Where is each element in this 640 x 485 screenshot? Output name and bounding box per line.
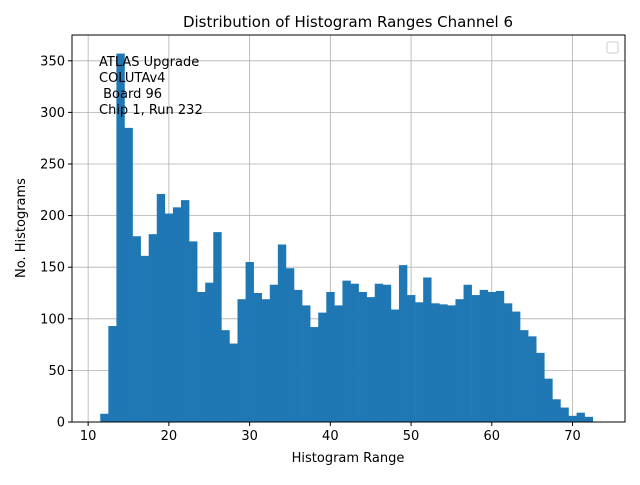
histogram-bar	[415, 302, 424, 422]
annotation-line: ATLAS Upgrade	[99, 55, 199, 70]
histogram-bars	[100, 53, 594, 423]
x-tick-label: 40	[322, 429, 339, 444]
histogram-bar	[156, 193, 166, 422]
histogram-bar	[269, 284, 279, 422]
y-axis-label: No. Histograms	[14, 178, 29, 278]
histogram-bar	[463, 284, 472, 422]
annotation-line: Chip 1, Run 232	[99, 103, 203, 118]
x-tick-label: 20	[161, 429, 178, 444]
histogram-bar	[455, 299, 464, 422]
y-tick-label: 50	[48, 364, 65, 379]
histogram-bar	[124, 127, 133, 422]
empty-legend	[606, 41, 619, 54]
histogram-bar	[366, 297, 376, 422]
histogram-bar	[132, 236, 141, 422]
histogram-bar	[326, 291, 335, 422]
y-tick-label: 350	[40, 54, 65, 69]
histogram-bar	[245, 262, 254, 422]
histogram-bar	[439, 304, 448, 422]
histogram-bar	[164, 213, 174, 422]
x-tick-label: 50	[403, 429, 420, 444]
histogram-bar	[237, 299, 246, 422]
x-tick-label: 60	[484, 429, 501, 444]
histogram-bar	[560, 407, 569, 422]
histogram-bar	[503, 303, 513, 422]
x-axis-label: Histogram Range	[292, 451, 405, 466]
histogram-bar	[108, 326, 117, 422]
histogram-bar	[390, 309, 400, 422]
histogram-bar	[471, 295, 480, 422]
histogram-bar	[576, 412, 585, 422]
histogram-bar	[189, 241, 198, 422]
histogram-bar	[447, 305, 456, 422]
histogram-bar	[180, 200, 190, 422]
histogram-bar	[140, 255, 149, 422]
histogram-bar	[552, 399, 561, 422]
y-tick-label: 150	[40, 261, 65, 276]
y-tick-label: 100	[40, 312, 65, 327]
histogram-bar	[528, 336, 537, 422]
histogram-bar	[253, 293, 263, 422]
histogram-bar	[213, 232, 222, 422]
histogram-bar	[318, 312, 327, 422]
histogram-bar	[520, 330, 529, 422]
histogram-bar	[398, 265, 408, 422]
histogram-bar	[342, 280, 351, 422]
histogram-bar	[544, 378, 553, 422]
histogram-bar	[407, 295, 416, 422]
histogram-bar	[116, 53, 125, 423]
x-tick-label: 70	[564, 429, 581, 444]
histogram-bar	[431, 303, 440, 422]
histogram-bar	[584, 416, 594, 422]
histogram-bar	[172, 207, 182, 422]
x-tick-label: 10	[80, 429, 97, 444]
histogram-bar	[479, 289, 489, 422]
histogram-bar	[261, 299, 271, 422]
histogram-bar	[205, 282, 214, 422]
histogram-bar	[277, 244, 287, 422]
histogram-bar	[536, 352, 545, 422]
histogram-bar	[358, 291, 367, 422]
histogram-bar	[221, 330, 230, 422]
y-tick-label: 200	[40, 209, 65, 224]
y-tick-label: 0	[57, 416, 65, 431]
histogram-bar	[495, 290, 505, 422]
histogram-bar	[487, 291, 497, 422]
histogram-bar	[100, 413, 109, 422]
histogram-bar	[310, 327, 319, 422]
histogram-bar	[382, 284, 392, 422]
annotation-line: Board 96	[99, 87, 162, 102]
histogram-bar	[229, 343, 238, 422]
histogram-bar	[285, 268, 295, 422]
plot-frame	[71, 34, 626, 423]
histogram-bar	[511, 311, 521, 422]
histogram-bar	[374, 283, 384, 422]
histogram-bar	[423, 277, 432, 422]
y-tick-label: 300	[40, 106, 65, 121]
histogram-bar	[294, 289, 303, 422]
y-tick-label: 250	[40, 158, 65, 173]
x-tick-label: 30	[241, 429, 258, 444]
histogram-bar	[197, 291, 206, 422]
chart-title: Distribution of Histogram Ranges Channel…	[183, 13, 513, 31]
annotation-line: COLUTAv4	[99, 71, 165, 86]
histogram-bar	[302, 305, 311, 422]
histogram-bar	[148, 234, 158, 422]
histogram-bar	[334, 305, 343, 422]
histogram-bar	[350, 283, 359, 422]
y-axis-ticks: 0 50 100 150 200 250 300 350	[40, 54, 72, 431]
x-axis-ticks: 10 20 30 40 50 60 70	[80, 422, 581, 444]
histogram-bar	[568, 415, 577, 422]
